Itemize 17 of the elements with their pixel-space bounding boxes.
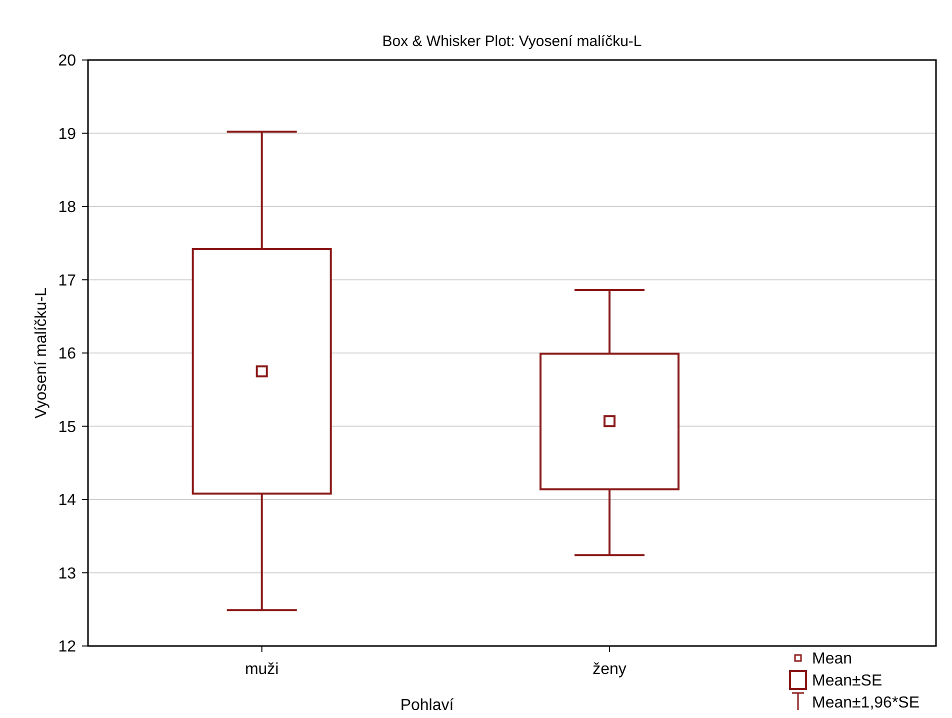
text: Mean±SE [812, 672, 882, 690]
y-tick-label: 15 [58, 418, 76, 436]
y-tick-label: 18 [58, 199, 76, 216]
text: Mean [812, 650, 852, 668]
y-axis-title: Vyosení malíčku-L [33, 287, 50, 419]
x-axis-title: Pohlaví [400, 697, 454, 714]
y-tick-label: 19 [58, 126, 76, 143]
x-tick-label: ženy [592, 661, 626, 678]
y-tick-label: 14 [58, 492, 76, 510]
y-tick-label: 13 [58, 565, 76, 582]
y-tick-label: 20 [58, 52, 76, 70]
y-tick-label: 17 [58, 272, 76, 290]
chart-title: Box & Whisker Plot: Vyosení malíčku-L [382, 33, 642, 50]
x-tick-label: muži [244, 661, 279, 678]
y-tick-label: 16 [58, 346, 76, 363]
text: Mean±1,96*SE [812, 694, 920, 712]
y-tick-label: 12 [58, 638, 76, 656]
